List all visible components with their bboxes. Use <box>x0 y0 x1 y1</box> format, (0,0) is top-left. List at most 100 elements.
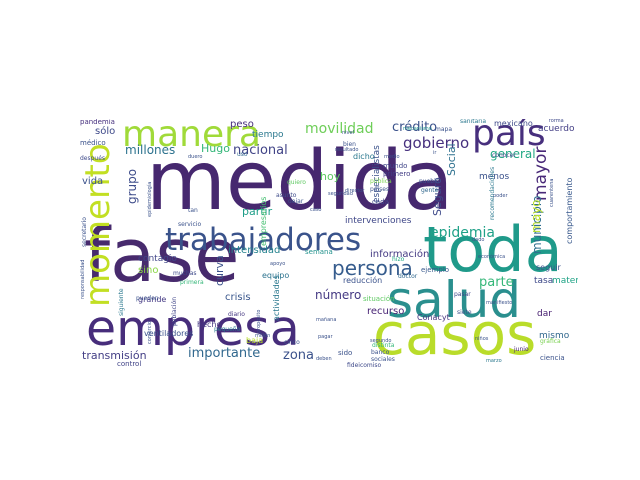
word-banco: banco <box>371 349 390 356</box>
word-resultado: resultado <box>335 147 359 153</box>
word-doctor: doctor <box>398 273 418 280</box>
word-tasa: tasa <box>534 276 554 286</box>
word-sino: sino <box>138 265 159 276</box>
word-informacion: información <box>370 249 430 260</box>
word-distinta: distinta <box>372 342 395 349</box>
word-epidemia: epidemia <box>430 225 495 241</box>
word-pagar: pagar <box>318 334 333 340</box>
word-quiero: quiero <box>287 179 306 186</box>
word-siguiente: siguiente <box>118 288 125 316</box>
word-tiempo: tiempo <box>252 130 284 140</box>
word-deben: deben <box>316 356 332 362</box>
word-hugo: Hugo <box>201 142 230 155</box>
word-actividades: actividades <box>272 275 281 321</box>
word-gobierno: gobierno <box>403 134 470 152</box>
word-medio: medio <box>384 154 400 160</box>
word-primera: primera <box>180 279 204 286</box>
word-director: director <box>345 188 365 194</box>
word-ejemplo: ejemplo <box>421 266 450 274</box>
word-reduccion: reducción <box>343 276 383 285</box>
word-nacional: nacional <box>233 143 288 158</box>
word-junio: junio <box>514 346 529 353</box>
word-partir: partir <box>242 205 273 218</box>
word-hoy: hoy <box>320 170 341 183</box>
word-mismo: mismo <box>539 331 570 341</box>
word-hecho: hecho <box>197 320 222 329</box>
word-servicio: servicio <box>178 221 202 228</box>
word-comercio: comercio <box>147 321 153 344</box>
word-empresarios: empresarios <box>259 196 268 246</box>
word-responsabilidad: responsabilidad <box>80 259 86 299</box>
word-pueden: pueden <box>136 295 159 302</box>
word-medico: médico <box>80 139 106 147</box>
word-epidemiologia: epidemiología <box>147 181 153 217</box>
word-general: general <box>490 147 536 161</box>
word-mundo: mundo <box>383 162 408 170</box>
word-empresa: empresa <box>86 300 300 357</box>
word-manera: manera <box>122 119 261 155</box>
word-diario: diario <box>228 311 245 318</box>
word-semana: semana <box>305 248 333 256</box>
word-segundo: segundo <box>370 338 392 344</box>
word-situacion: situación <box>363 295 395 303</box>
word-marzo: marzo <box>486 358 502 364</box>
word-social: Social <box>445 143 458 176</box>
word-pais: país <box>472 119 546 154</box>
word-cada: cada <box>372 198 389 206</box>
word-dicho: dicho <box>353 152 375 161</box>
word-poblacion: población <box>171 296 178 326</box>
word-salud: salud <box>387 271 522 329</box>
word-siete: siete <box>457 309 472 316</box>
word-peso: peso <box>230 119 254 130</box>
word-bien: bien <box>343 141 356 148</box>
word-mexicano: mexicano <box>494 119 533 128</box>
word-muchas: muchas <box>173 270 197 277</box>
word-intervenciones: intervenciones <box>345 216 412 226</box>
word-conocer: conocer <box>492 152 516 159</box>
word-dado: dado <box>472 237 485 243</box>
word-cloud: medida fase toda casos empresa salud man… <box>80 119 578 369</box>
word-apoyo: apoyo <box>270 261 286 267</box>
word-economica: económica <box>478 254 506 260</box>
word-caso: caso <box>310 207 322 213</box>
word-vida: vida <box>82 176 104 187</box>
word-recomendaciones: recomendaciones <box>489 166 496 220</box>
word-grafica: gráfica <box>540 338 561 345</box>
word-equipo: equipo <box>262 271 290 280</box>
word-persona: persona <box>332 256 413 280</box>
word-pueblo: pueblo <box>419 178 440 185</box>
word-ninos: niños <box>475 336 489 342</box>
word-zona: zona <box>283 348 314 363</box>
word-mapa: mapa <box>435 126 453 133</box>
word-grupo: grupo <box>125 168 139 204</box>
word-numero: número <box>315 288 362 302</box>
word-seguir: seguir <box>536 263 561 272</box>
word-duero: duero <box>188 154 203 160</box>
word-acuerdo: acuerdo <box>538 124 575 134</box>
word-primero: primero <box>383 170 411 178</box>
word-grande: grande <box>138 295 167 304</box>
word-sociales: sociales <box>371 356 395 363</box>
word-gente: gente <box>421 187 439 194</box>
word-cinco: cinco <box>284 339 300 346</box>
word-pasar: pasar <box>454 291 471 298</box>
word-pequeno: pequeño <box>214 326 241 333</box>
word-solo: sólo <box>95 126 116 137</box>
word-nivel: nivel <box>342 130 354 136</box>
word-asunto: asunto <box>276 192 297 199</box>
word-pandemia: pandemia <box>80 119 115 126</box>
word-despues: después <box>80 155 106 162</box>
word-credito: crédito <box>392 120 438 135</box>
word-mayo: mayo <box>529 199 543 234</box>
word-poder: poder <box>493 193 508 199</box>
word-manana: mañana <box>316 317 337 323</box>
word-toda: toda <box>423 213 563 286</box>
word-baja: baja <box>246 336 264 345</box>
word-publica: pública <box>370 178 392 185</box>
word-casos: casos <box>373 300 537 368</box>
word-transmision: transmisión <box>82 349 147 362</box>
word-movilidad: movilidad <box>305 121 374 137</box>
word-millones: millones <box>125 143 176 157</box>
word-secretario: secretario <box>81 217 88 247</box>
word-sido: sido <box>338 349 353 357</box>
